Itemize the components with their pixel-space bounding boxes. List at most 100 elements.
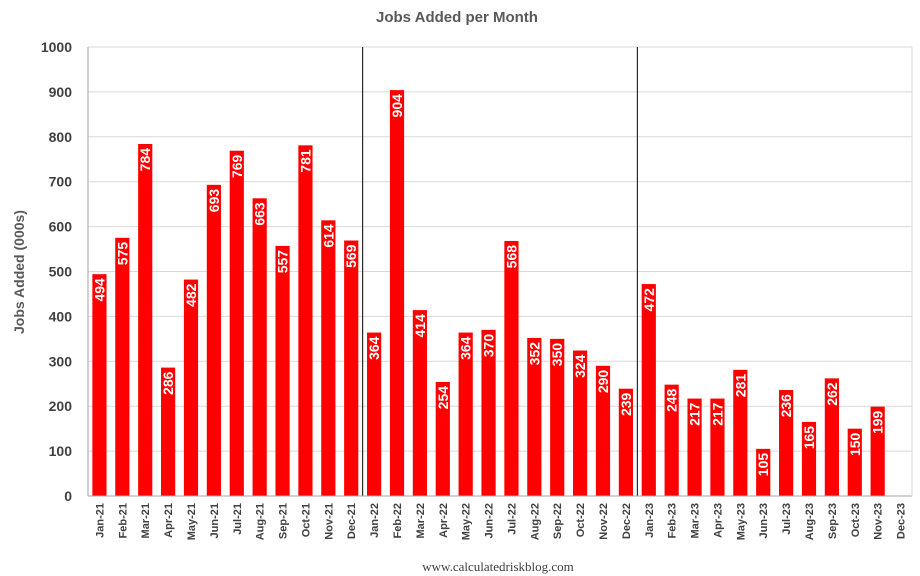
bar bbox=[801, 421, 817, 496]
bar bbox=[527, 337, 542, 496]
x-tick-label: Jun-22 bbox=[484, 503, 496, 538]
year-separators bbox=[362, 47, 638, 496]
bar bbox=[275, 245, 290, 496]
bar-value-label: 324 bbox=[572, 354, 588, 378]
bar-value-label: 105 bbox=[755, 453, 771, 477]
bar bbox=[435, 381, 450, 496]
y-tick-label: 600 bbox=[49, 219, 73, 235]
bar bbox=[229, 150, 244, 496]
bar-value-label: 781 bbox=[297, 149, 313, 173]
x-tick-label: Aug-21 bbox=[255, 503, 267, 540]
bar bbox=[870, 406, 885, 496]
y-tick-label: 400 bbox=[49, 308, 73, 324]
chart-title: Jobs Added per Month bbox=[376, 9, 538, 26]
bar-value-label: 239 bbox=[618, 392, 634, 416]
bar-value-label: 262 bbox=[824, 382, 840, 406]
bar bbox=[595, 365, 611, 496]
bar bbox=[664, 384, 679, 496]
bar-value-label: 350 bbox=[549, 343, 565, 367]
bar bbox=[847, 428, 862, 496]
x-tick-label: Jun-21 bbox=[209, 503, 221, 538]
bar-value-label: 784 bbox=[137, 148, 153, 172]
y-tick-label: 800 bbox=[49, 129, 73, 145]
bar-value-label: 370 bbox=[481, 334, 497, 358]
x-tick-label: Oct-23 bbox=[850, 503, 862, 537]
x-tick-label: Aug-22 bbox=[529, 503, 541, 540]
x-tick-label: Oct-21 bbox=[300, 503, 312, 537]
x-tick-label: Oct-22 bbox=[575, 503, 587, 537]
x-tick-label: Feb-21 bbox=[117, 503, 129, 538]
bar bbox=[779, 390, 794, 496]
y-tick-label: 0 bbox=[64, 488, 72, 504]
bar bbox=[458, 332, 473, 496]
bar bbox=[550, 338, 565, 496]
bars: 494 575 784 286 482 693 769 663 557 781 614 569 364 9… bbox=[91, 90, 886, 497]
x-tick-label: Jul-22 bbox=[506, 503, 518, 535]
x-tick-label: Mar-22 bbox=[415, 503, 427, 538]
x-tick-label: Sep-21 bbox=[278, 503, 290, 539]
x-tick-label: Apr-21 bbox=[163, 503, 175, 538]
x-tick-label: Nov-21 bbox=[323, 503, 335, 540]
bar-value-label: 217 bbox=[709, 402, 725, 426]
y-tick-label: 900 bbox=[49, 84, 73, 100]
bar bbox=[756, 448, 771, 496]
bar-value-label: 352 bbox=[526, 342, 542, 366]
x-tick-label: Jan-21 bbox=[94, 503, 106, 538]
bar-value-label: 568 bbox=[503, 245, 519, 269]
x-tick-label: Nov-23 bbox=[873, 503, 885, 540]
x-tick-label: Dec-22 bbox=[621, 503, 633, 539]
x-tick-label: Jul-21 bbox=[232, 503, 244, 535]
bar-value-label: 199 bbox=[870, 410, 886, 434]
bar bbox=[618, 388, 633, 496]
bar-value-label: 165 bbox=[801, 426, 817, 450]
bar bbox=[115, 237, 130, 496]
y-tick-label: 200 bbox=[49, 398, 73, 414]
bar bbox=[504, 240, 519, 496]
bar-value-label: 693 bbox=[206, 189, 222, 213]
x-tick-label: Jan-22 bbox=[369, 503, 381, 538]
bar-value-label: 575 bbox=[114, 242, 130, 266]
bar bbox=[206, 184, 221, 496]
bar bbox=[161, 367, 176, 496]
x-axis-ticks: Jan-21 Feb-21 Mar-21 Apr-21 May-21 Jun-21 Jul-… bbox=[94, 503, 907, 540]
x-tick-label: Mar-21 bbox=[140, 503, 152, 538]
x-tick-label: Jun-23 bbox=[758, 503, 770, 538]
bar-value-label: 904 bbox=[389, 94, 405, 118]
bar-value-label: 364 bbox=[458, 336, 474, 360]
bar bbox=[321, 220, 336, 496]
x-tick-label: Dec-21 bbox=[346, 503, 358, 539]
bar bbox=[367, 332, 382, 496]
bar-value-label: 414 bbox=[412, 314, 428, 338]
bar bbox=[252, 198, 267, 497]
y-tick-label: 100 bbox=[49, 443, 73, 459]
y-tick-label: 300 bbox=[49, 353, 73, 369]
x-tick-label: May-21 bbox=[186, 503, 198, 540]
bar bbox=[344, 240, 359, 496]
y-axis-label: Jobs Added (000s) bbox=[11, 210, 27, 334]
bar-value-label: 482 bbox=[183, 283, 199, 307]
bar bbox=[641, 284, 656, 496]
x-tick-label: Dec-23 bbox=[896, 503, 908, 539]
x-tick-label: May-22 bbox=[461, 503, 473, 540]
bar-value-label: 472 bbox=[641, 288, 657, 312]
bar bbox=[481, 329, 496, 496]
bar-value-label: 236 bbox=[778, 394, 794, 418]
bar-value-label: 281 bbox=[732, 374, 748, 398]
bar-value-label: 286 bbox=[160, 371, 176, 395]
x-tick-label: Feb-22 bbox=[392, 503, 404, 538]
bar bbox=[298, 145, 313, 496]
bar-value-label: 614 bbox=[320, 224, 336, 248]
bar-value-label: 217 bbox=[687, 402, 703, 426]
gridlines bbox=[88, 46, 912, 452]
y-tick-label: 500 bbox=[49, 264, 73, 280]
x-tick-label: May-23 bbox=[735, 503, 747, 540]
x-tick-label: Sep-23 bbox=[827, 503, 839, 539]
bar bbox=[389, 90, 405, 496]
x-tick-label: Nov-22 bbox=[598, 503, 610, 540]
x-tick-label: Apr-22 bbox=[438, 503, 450, 538]
bar-value-label: 663 bbox=[252, 202, 268, 226]
bar-value-label: 494 bbox=[91, 278, 107, 302]
bar-value-label: 290 bbox=[595, 370, 611, 394]
bar-value-label: 248 bbox=[664, 388, 680, 412]
